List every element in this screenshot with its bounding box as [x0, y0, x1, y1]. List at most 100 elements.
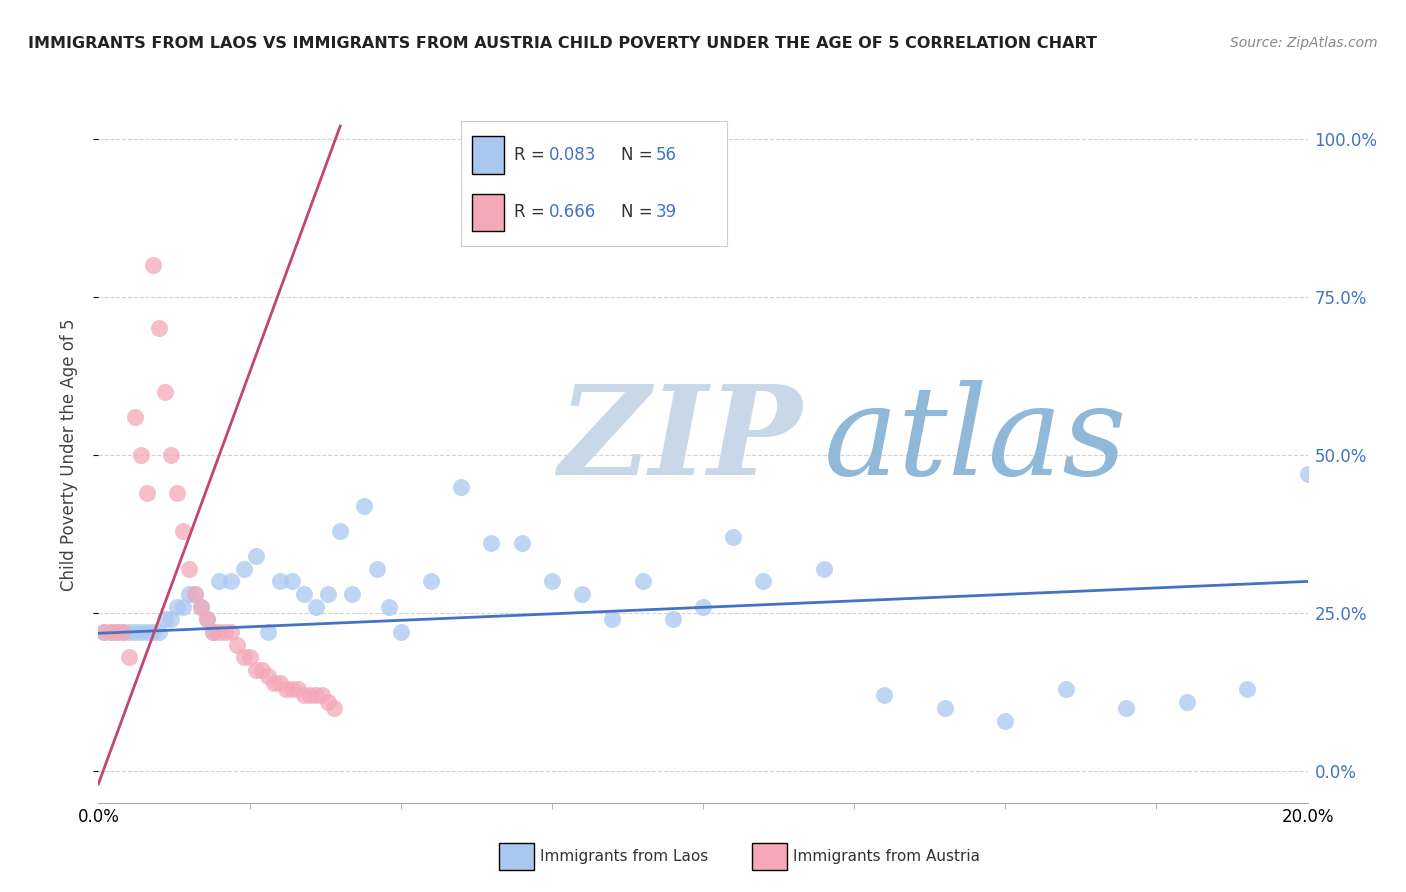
Point: [1175, 695, 1198, 709]
Text: atlas: atlas: [824, 380, 1128, 502]
Point: [934, 701, 956, 715]
Point: [287, 681, 309, 696]
Point: [323, 701, 346, 715]
Point: [166, 486, 188, 500]
Point: [148, 625, 170, 640]
Point: [111, 625, 134, 640]
Point: [160, 448, 183, 462]
Point: [153, 384, 176, 399]
Point: [172, 599, 194, 614]
Point: [281, 681, 304, 696]
Point: [214, 625, 236, 640]
Point: [540, 574, 562, 589]
Point: [353, 499, 375, 513]
Point: [813, 562, 835, 576]
Point: [274, 681, 297, 696]
Point: [124, 625, 146, 640]
Point: [377, 599, 399, 614]
Point: [160, 612, 183, 626]
Point: [93, 625, 115, 640]
Point: [195, 612, 218, 626]
Point: [510, 536, 533, 550]
Point: [184, 587, 207, 601]
Point: [245, 549, 267, 563]
Point: [292, 587, 315, 601]
Point: [179, 587, 201, 601]
Point: [316, 695, 339, 709]
Point: [250, 663, 273, 677]
Point: [148, 321, 170, 335]
Point: [221, 625, 243, 640]
Point: [292, 688, 315, 702]
Point: [1115, 701, 1137, 715]
Point: [135, 625, 157, 640]
Point: [723, 530, 745, 544]
Point: [208, 625, 231, 640]
Point: [239, 650, 262, 665]
Point: [232, 562, 254, 576]
Point: [366, 562, 388, 576]
Point: [172, 524, 194, 538]
Point: [571, 587, 593, 601]
Point: [420, 574, 443, 589]
Point: [124, 409, 146, 424]
Point: [190, 599, 212, 614]
Point: [602, 612, 624, 626]
Point: [118, 625, 141, 640]
Point: [179, 562, 201, 576]
Point: [100, 625, 122, 640]
Point: [263, 675, 285, 690]
Point: [342, 587, 364, 601]
Point: [232, 650, 254, 665]
Point: [208, 574, 231, 589]
Point: [481, 536, 503, 550]
Point: [93, 625, 115, 640]
Point: [661, 612, 683, 626]
Point: [105, 625, 128, 640]
Text: Source: ZipAtlas.com: Source: ZipAtlas.com: [1230, 36, 1378, 50]
Point: [195, 612, 218, 626]
Point: [329, 524, 352, 538]
Point: [142, 258, 165, 272]
Text: Immigrants from Laos: Immigrants from Laos: [540, 849, 709, 863]
Point: [994, 714, 1017, 728]
Point: [873, 688, 896, 702]
Point: [281, 574, 304, 589]
Point: [226, 638, 249, 652]
Point: [105, 625, 128, 640]
Point: [256, 669, 278, 683]
Point: [142, 625, 165, 640]
Point: [256, 625, 278, 640]
Point: [692, 599, 714, 614]
Point: [111, 625, 134, 640]
Point: [245, 663, 267, 677]
Point: [1236, 681, 1258, 696]
Point: [311, 688, 333, 702]
Point: [135, 486, 157, 500]
Text: ZIP: ZIP: [558, 380, 801, 502]
Point: [202, 625, 225, 640]
Point: [389, 625, 412, 640]
Point: [129, 448, 152, 462]
Y-axis label: Child Poverty Under the Age of 5: Child Poverty Under the Age of 5: [59, 318, 77, 591]
Point: [305, 599, 328, 614]
Point: [221, 574, 243, 589]
Point: [153, 612, 176, 626]
Point: [305, 688, 328, 702]
Text: IMMIGRANTS FROM LAOS VS IMMIGRANTS FROM AUSTRIA CHILD POVERTY UNDER THE AGE OF 5: IMMIGRANTS FROM LAOS VS IMMIGRANTS FROM …: [28, 36, 1097, 51]
Point: [1296, 467, 1319, 481]
Point: [100, 625, 122, 640]
Point: [118, 650, 141, 665]
Point: [299, 688, 322, 702]
Point: [202, 625, 225, 640]
Point: [129, 625, 152, 640]
Point: [269, 574, 291, 589]
Point: [752, 574, 775, 589]
Text: Immigrants from Austria: Immigrants from Austria: [793, 849, 980, 863]
Point: [269, 675, 291, 690]
Point: [1054, 681, 1077, 696]
Point: [316, 587, 339, 601]
Point: [190, 599, 212, 614]
Point: [184, 587, 207, 601]
Point: [166, 599, 188, 614]
